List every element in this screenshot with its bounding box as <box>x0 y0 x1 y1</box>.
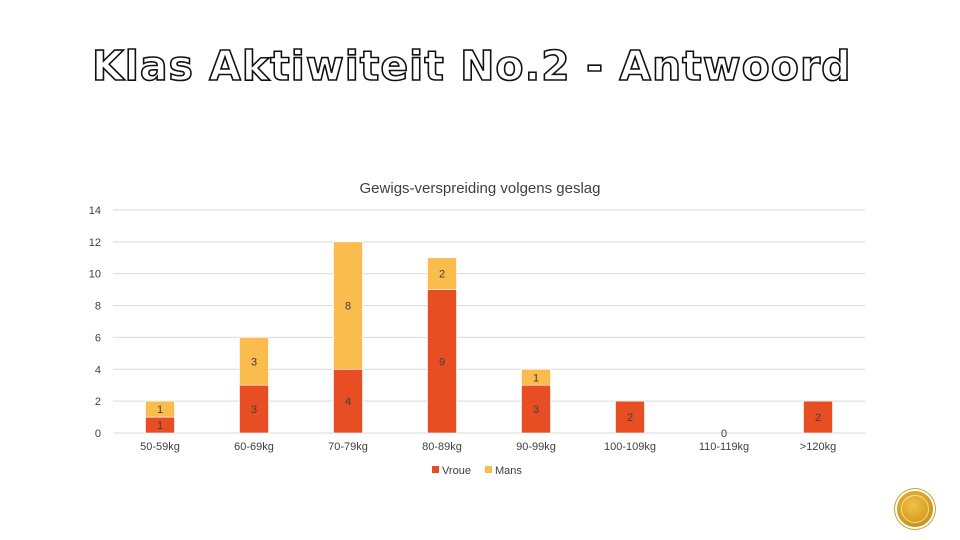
data-labels: 1 1 3 3 4 8 9 2 3 1 2 0 2 <box>157 269 821 440</box>
data-label: 0 <box>721 428 727 440</box>
legend-label: Vroue <box>442 465 471 477</box>
x-tick-label: 90-99kg <box>516 441 556 453</box>
y-tick-label: 12 <box>89 237 101 249</box>
data-label: 9 <box>439 356 445 368</box>
bar-vroue <box>427 289 457 434</box>
x-tick-label: 60-69kg <box>234 441 274 453</box>
bar-vroue <box>803 400 833 434</box>
data-label: 2 <box>627 412 633 424</box>
x-tick-label: >120kg <box>800 441 836 453</box>
data-label: 2 <box>439 269 445 281</box>
bars <box>145 241 833 434</box>
y-tick-label: 10 <box>89 269 101 281</box>
gridlines <box>113 209 865 434</box>
legend: Vroue Mans <box>432 465 522 477</box>
data-label: 3 <box>251 404 257 416</box>
bar-mans <box>239 337 269 386</box>
bar-vroue <box>239 384 269 434</box>
y-tick-label: 0 <box>95 428 101 440</box>
bar-mans <box>145 400 175 418</box>
legend-swatch-mans <box>485 466 492 473</box>
y-tick-label: 8 <box>95 301 101 313</box>
data-label: 1 <box>533 372 539 384</box>
data-label: 1 <box>157 404 163 416</box>
x-tick-label: 80-89kg <box>422 441 462 453</box>
data-label: 8 <box>345 301 351 313</box>
data-label: 4 <box>345 396 351 408</box>
bar-vroue <box>333 368 363 434</box>
legend-label: Mans <box>495 465 522 477</box>
y-tick-label: 2 <box>95 396 101 408</box>
legend-swatch-vroue <box>432 466 439 473</box>
data-label: 1 <box>157 420 163 432</box>
y-axis-tick-labels: 0 2 4 6 8 10 12 14 <box>89 205 101 440</box>
x-tick-label: 110-119kg <box>699 441 749 453</box>
x-axis-tick-labels: 50-59kg 60-69kg 70-79kg 80-89kg 90-99kg 100-1… <box>140 441 836 453</box>
x-tick-label: 70-79kg <box>328 441 368 453</box>
chart-title: Gewigs-verspreiding volgens geslag <box>360 180 601 197</box>
y-tick-label: 4 <box>95 364 101 376</box>
y-tick-label: 14 <box>89 205 101 217</box>
y-tick-label: 6 <box>95 332 101 344</box>
data-label: 3 <box>251 356 257 368</box>
bar-mans <box>427 257 457 290</box>
x-tick-label: 50-59kg <box>140 441 180 453</box>
bar-mans <box>521 368 551 386</box>
logo-badge-icon <box>897 491 933 527</box>
bar-vroue <box>615 400 645 434</box>
data-label: 3 <box>533 404 539 416</box>
bar-mans <box>333 241 363 370</box>
data-label: 2 <box>815 412 821 424</box>
x-tick-label: 100-109kg <box>604 441 656 453</box>
slide-title: Klas Aktiwiteit No.2 - Antwoord <box>91 41 852 91</box>
